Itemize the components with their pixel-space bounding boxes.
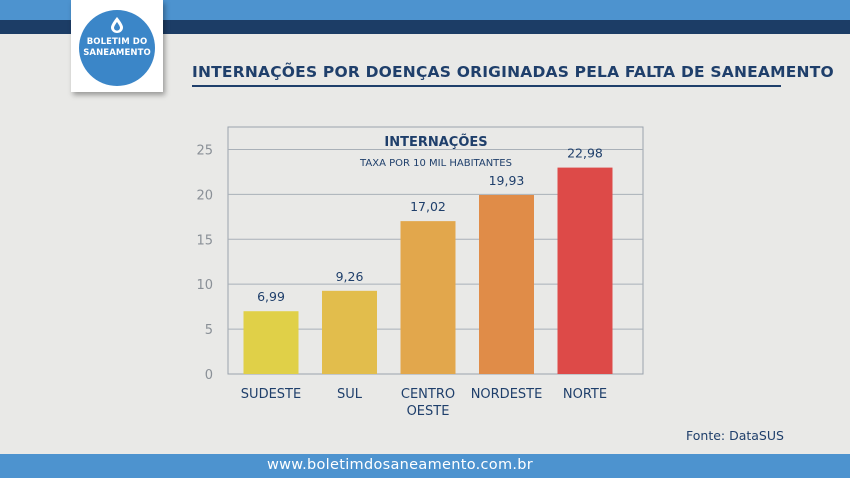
footer-url: www.boletimdosaneamento.com.br xyxy=(266,457,534,473)
data-label: 9,26 xyxy=(336,269,364,284)
footer-bar: www.boletimdosaneamento.com.br xyxy=(0,454,850,478)
x-tick-label: OESTE xyxy=(407,404,450,419)
y-tick-label: 0 xyxy=(205,368,213,383)
y-tick-label: 10 xyxy=(196,278,213,293)
title-underline xyxy=(192,85,781,87)
source-note: Fonte: DataSUS xyxy=(686,428,784,443)
data-label: 22,98 xyxy=(567,146,603,161)
bar xyxy=(243,311,299,374)
data-label: 6,99 xyxy=(257,289,285,304)
y-tick-label: 20 xyxy=(196,188,213,203)
x-tick-label: CENTRO xyxy=(401,387,455,402)
top-dark-bar xyxy=(0,20,850,34)
data-label: 17,02 xyxy=(410,199,446,214)
top-accent-bar xyxy=(0,0,850,20)
water-drop-icon xyxy=(111,17,123,33)
page-title: INTERNAÇÕES POR DOENÇAS ORIGINADAS PELA … xyxy=(192,63,834,81)
bar xyxy=(322,290,377,374)
bar xyxy=(400,221,456,374)
logo-text-line2: SANEAMENTO xyxy=(83,48,151,58)
logo-text-line1: BOLETIM DO xyxy=(86,37,148,47)
y-tick-label: 25 xyxy=(196,143,213,158)
chart-subtitle: TAXA POR 10 MIL HABITANTES xyxy=(359,158,512,169)
x-tick-label: NORDESTE xyxy=(471,387,543,402)
logo-card: BOLETIM DO SANEAMENTO xyxy=(71,0,163,92)
chart-title: INTERNAÇÕES xyxy=(384,134,487,150)
x-tick-label: SUL xyxy=(337,387,363,402)
x-tick-label: SUDESTE xyxy=(241,387,301,402)
x-tick-label: NORTE xyxy=(563,387,607,402)
logo-badge: BOLETIM DO SANEAMENTO xyxy=(79,10,155,86)
bar xyxy=(479,194,534,374)
y-tick-label: 5 xyxy=(205,323,213,338)
bar xyxy=(557,167,613,374)
y-tick-label: 15 xyxy=(196,233,213,248)
data-label: 19,93 xyxy=(489,173,525,188)
